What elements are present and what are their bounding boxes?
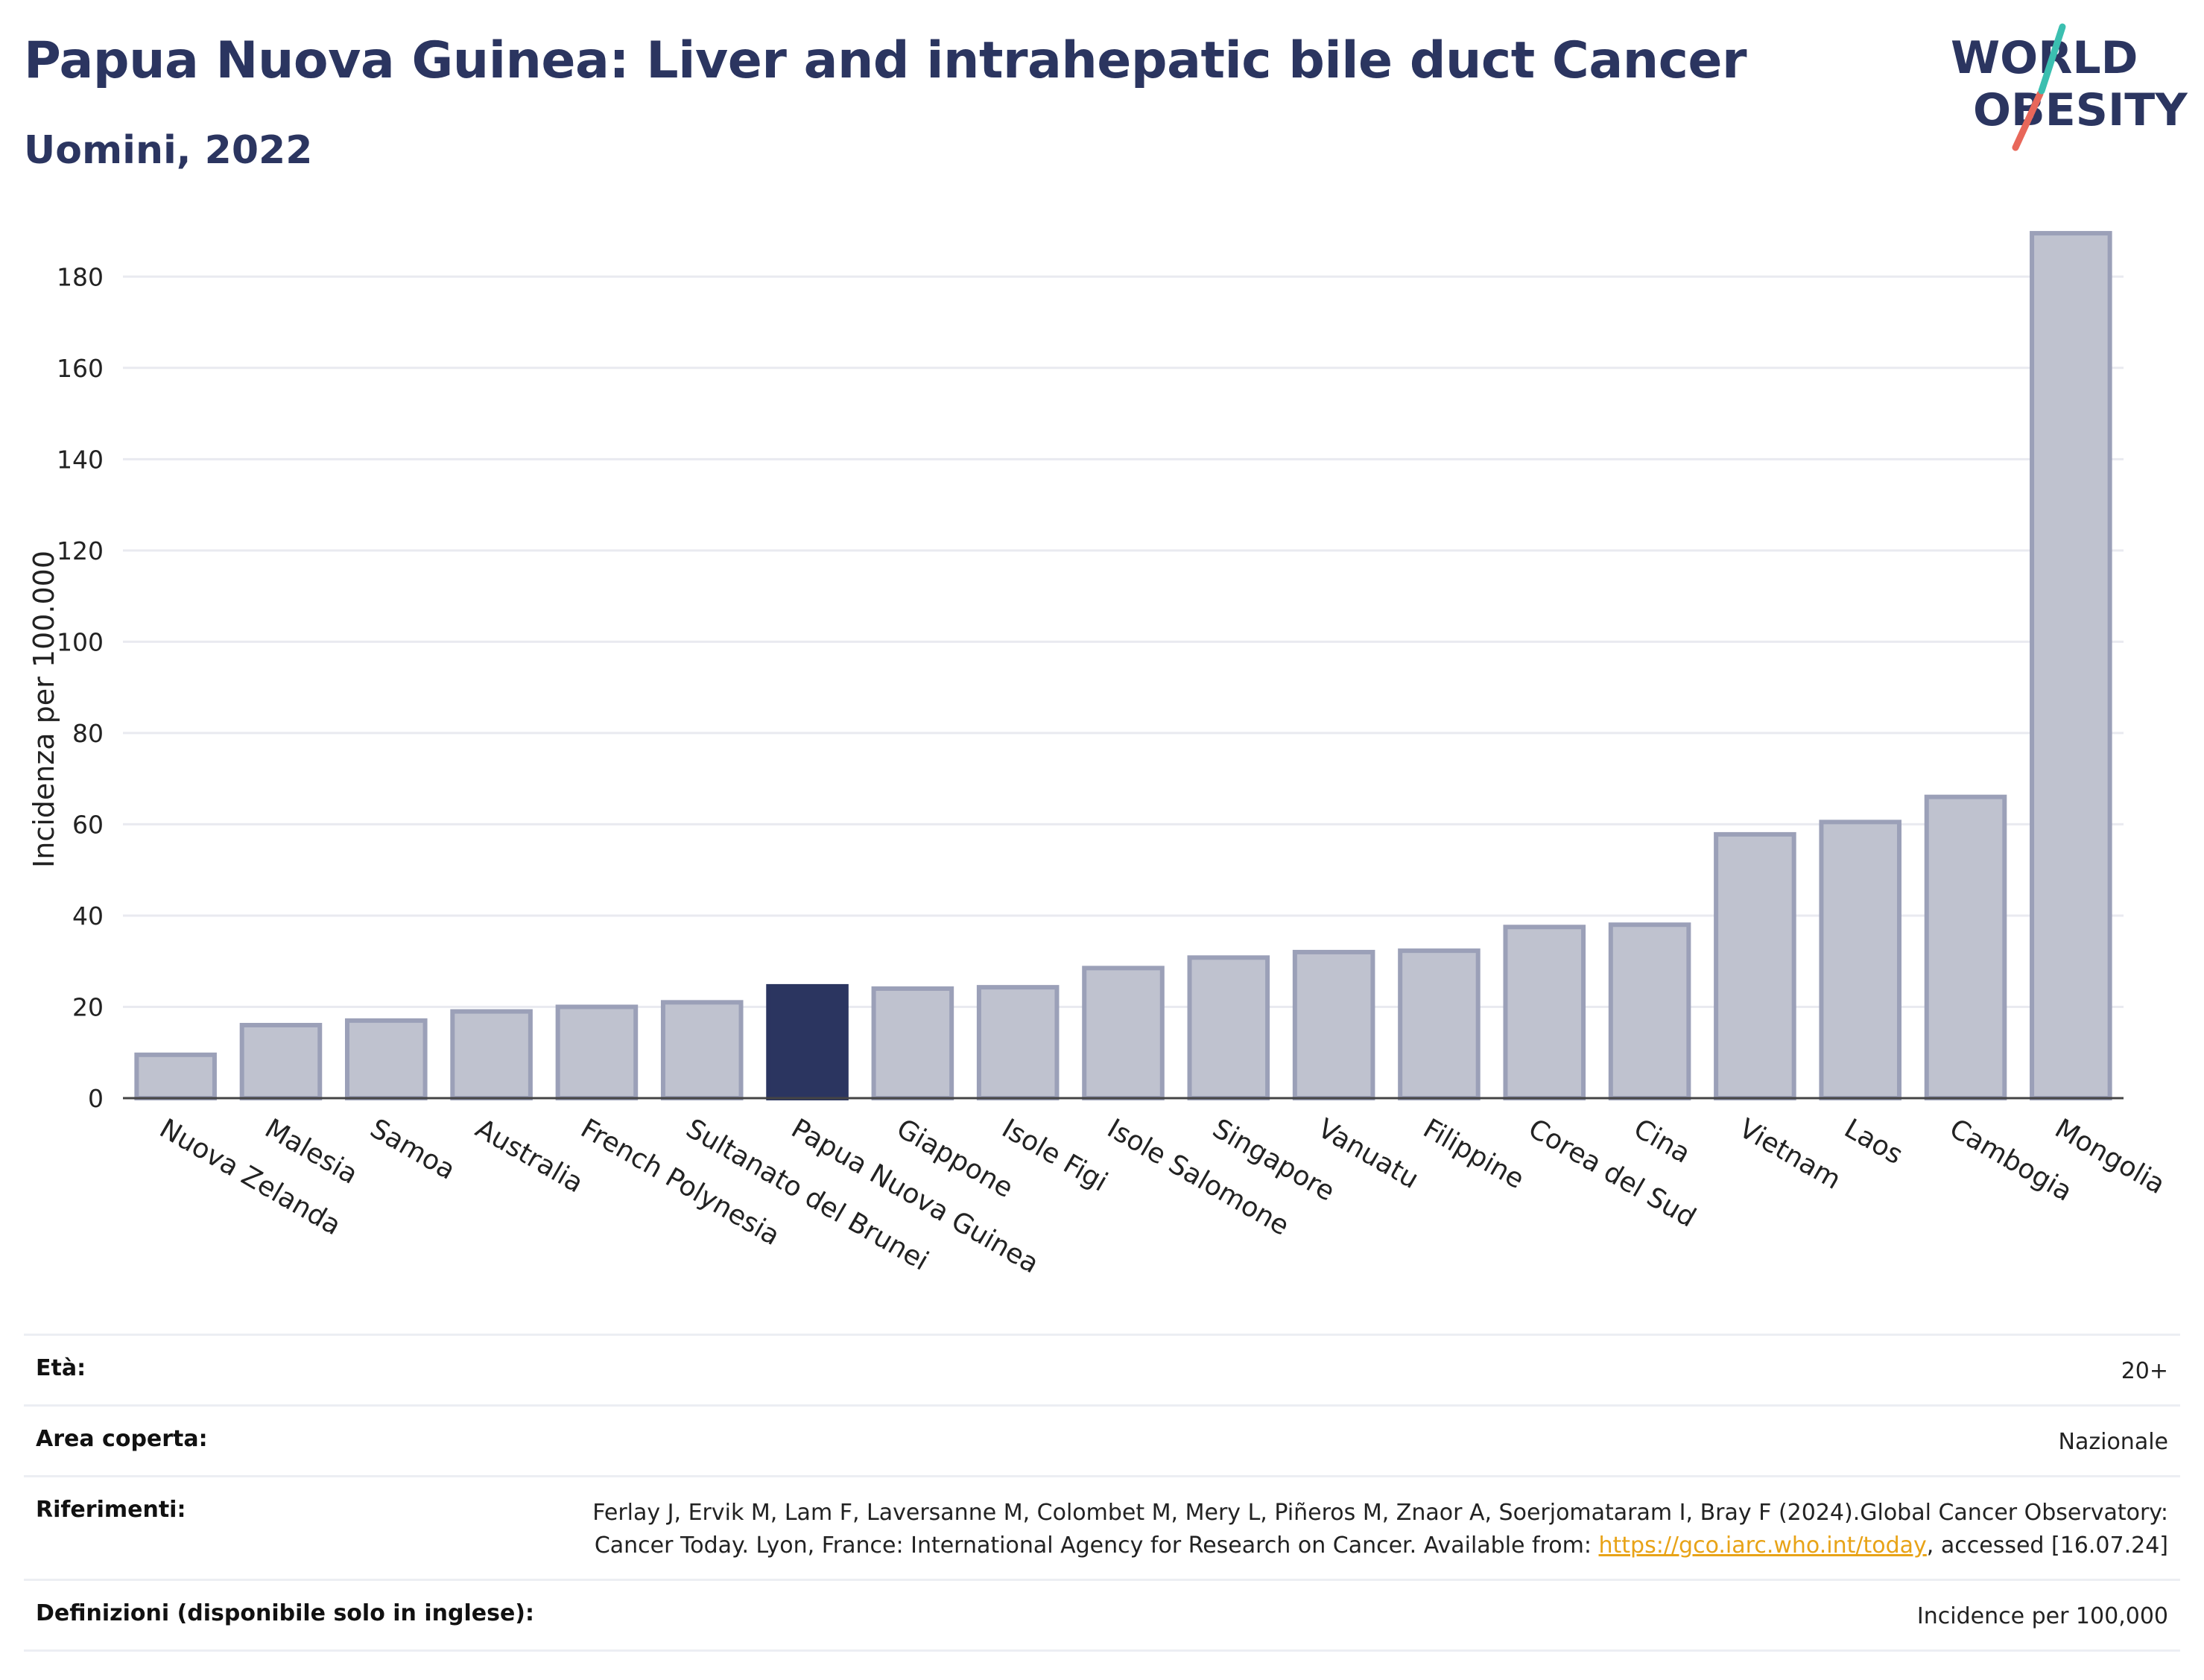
bars [134, 231, 2112, 1101]
chart-title: Papua Nuova Guinea: Liver and intrahepat… [24, 31, 1747, 90]
bar-nuova-zelanda [134, 1052, 217, 1101]
y-axis-title: Incidenza per 100.000 [28, 551, 60, 868]
bar-laos [1819, 820, 1901, 1101]
x-category-label: Samoa [365, 1113, 460, 1186]
y-tick-label: 0 [88, 1084, 104, 1113]
bar-samoa [345, 1018, 428, 1101]
meta-value: Incidence per 100,000 [1916, 1603, 2168, 1629]
bar-isole-salomone [1082, 966, 1165, 1101]
bar-cina [1608, 922, 1691, 1101]
bar-singapore [1187, 955, 1270, 1100]
world-obesity-logo: WORLD OBESITY [1937, 22, 2191, 156]
meta-row-definitions: Definizioni (disponibile solo in inglese… [24, 1579, 2180, 1652]
y-tick-label: 40 [72, 901, 104, 931]
bar-filippine [1398, 948, 1481, 1100]
x-category-label: Isole Figi [997, 1113, 1113, 1197]
x-category-label: Vietnam [1734, 1113, 1846, 1196]
x-category-label: Nuova Zelanda [154, 1113, 346, 1241]
bar-sultanato-del-brunei [660, 1000, 744, 1101]
y-tick-label: 120 [57, 536, 104, 565]
bar-australia [450, 1009, 533, 1100]
bar-vanuatu [1292, 949, 1375, 1100]
bar-french-polynesia [555, 1004, 639, 1100]
y-tick-label: 180 [57, 262, 104, 291]
meta-value: Nazionale [2058, 1429, 2168, 1455]
y-tick-label: 100 [57, 627, 104, 656]
bar-papua-nuova-guinea [766, 983, 849, 1101]
meta-value: 20+ [2121, 1358, 2168, 1384]
bar-giappone [871, 986, 954, 1100]
meta-value: Ferlay J, Ervik M, Lam F, Laversanne M, … [529, 1497, 2168, 1562]
bar-corea-del-sud [1503, 925, 1586, 1101]
meta-key: Riferimenti: [36, 1497, 186, 1523]
bar-mongolia [2030, 231, 2112, 1101]
x-category-label: French Polynesia [575, 1113, 785, 1252]
bar-chart: 0 20 40 60 80 100 120 140 160 180 Nuova ZelandaMa… [28, 231, 2170, 1280]
reference-text-end: , accessed [16.07.24] [1926, 1532, 2168, 1559]
meta-key: Area coperta: [36, 1426, 208, 1452]
x-category-label: Laos [1839, 1113, 1907, 1170]
x-category-label: Filippine [1418, 1113, 1529, 1195]
meta-key: Definizioni (disponibile solo in inglese… [36, 1600, 534, 1626]
x-category-label: Isole Salomone [1102, 1113, 1294, 1242]
reference-text: Ferlay J, Ervik M, Lam F, Laversanne M, … [592, 1500, 2168, 1559]
meta-row-area: Area coperta: Nazionale [24, 1404, 2180, 1475]
meta-row-references: Riferimenti: Ferlay J, Ervik M, Lam F, L… [24, 1475, 2180, 1579]
y-tick-label: 20 [72, 992, 104, 1021]
bar-isole-figi [976, 985, 1060, 1100]
metadata-table: Età: 20+ Area coperta: Nazionale Riferim… [24, 1334, 2180, 1652]
x-category-label: Cina [1629, 1113, 1696, 1170]
y-tick-label: 80 [72, 719, 104, 748]
bar-malesia [239, 1022, 323, 1101]
logo-line2: OBESITY [1973, 84, 2188, 136]
meta-row-age: Età: 20+ [24, 1334, 2180, 1404]
y-tick-label: 160 [57, 354, 104, 383]
bar-cambogia [1924, 794, 2007, 1100]
y-tick-labels: 0 20 40 60 80 100 120 140 160 180 [57, 262, 104, 1113]
y-tick-label: 140 [57, 445, 104, 474]
meta-key: Età: [36, 1355, 86, 1381]
y-tick-label: 60 [72, 810, 104, 839]
bar-vietnam [1714, 831, 1796, 1100]
chart-subtitle: Uomini, 2022 [24, 128, 313, 173]
x-category-label: Australia [470, 1113, 588, 1199]
reference-link[interactable]: https://gco.iarc.who.int/today [1598, 1532, 1927, 1559]
